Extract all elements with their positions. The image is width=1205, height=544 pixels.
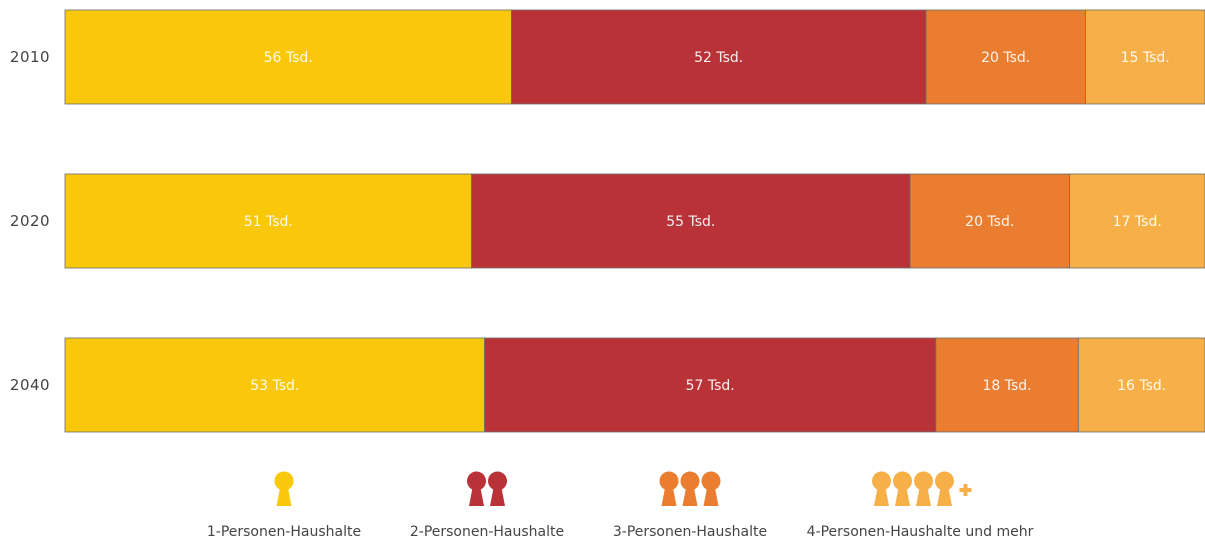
legend-item-4p: 4-Personen-Haushalte und mehr (807, 471, 1034, 540)
bars-layer: 2010 56 Tsd. 52 Tsd. 20 Tsd. 15 Tsd. 2020 51 T… (10, 9, 1205, 433)
bar-row-2020: 2020 51 Tsd. 55 Tsd. 20 Tsd. 17 Tsd. (10, 173, 1205, 269)
data-label-2020-2p: 55 Tsd. (666, 214, 715, 230)
bar-row-2040: 2040 53 Tsd. 57 Tsd. 18 Tsd. 16 Tsd. (10, 337, 1205, 433)
data-label-2010-1p: 56 Tsd. (264, 50, 313, 66)
year-label-2020: 2020 (10, 212, 50, 230)
person-icon (935, 471, 954, 506)
data-label-2020-4p: 17 Tsd. (1113, 214, 1162, 230)
person-icon (701, 471, 721, 506)
bar-segment-2040-2p (484, 337, 937, 433)
data-label-2010-4p: 15 Tsd. (1121, 50, 1170, 66)
legend-label-4p: 4-Personen-Haushalte und mehr (807, 524, 1034, 540)
person-icon (872, 471, 891, 506)
bar-segment-2020-1p (64, 173, 472, 269)
legend-label-2p: 2-Personen-Haushalte (410, 524, 564, 540)
person-icon (274, 471, 294, 506)
data-label-2040-3p: 18 Tsd. (983, 378, 1032, 394)
data-label-2040-1p: 53 Tsd. (250, 378, 299, 394)
data-label-2020-3p: 20 Tsd. (965, 214, 1014, 230)
person-icon (659, 471, 679, 506)
bar-segment-2010-3p (925, 9, 1086, 105)
bar-segment-2020-4p (1069, 173, 1205, 269)
legend: 1-Personen-Haushalte 2-Personen-Haushalte… (207, 471, 1034, 540)
legend-item-3p: 3-Personen-Haushalte (613, 471, 767, 540)
bar-segment-2010-2p (511, 9, 927, 105)
data-label-2040-2p: 57 Tsd. (686, 378, 735, 394)
data-label-2040-4p: 16 Tsd. (1117, 378, 1166, 394)
bar-segment-2040-1p (64, 337, 485, 433)
person-icon (893, 471, 912, 506)
bar-segment-2020-3p (909, 173, 1070, 269)
legend-label-3p: 3-Personen-Haushalte (613, 524, 767, 540)
plus-icon (959, 484, 972, 496)
data-label-2020-1p: 51 Tsd. (244, 214, 293, 230)
legend-item-1p: 1-Personen-Haushalte (207, 471, 361, 540)
person-icon (488, 471, 507, 506)
legend-item-2p: 2-Personen-Haushalte (410, 471, 564, 540)
data-label-2010-2p: 52 Tsd. (694, 50, 743, 66)
bar-row-2010: 2010 56 Tsd. 52 Tsd. 20 Tsd. 15 Tsd. (10, 9, 1205, 105)
data-label-2010-3p: 20 Tsd. (981, 50, 1030, 66)
person-icon (680, 471, 700, 506)
year-label-2010: 2010 (10, 48, 50, 66)
legend-label-1p: 1-Personen-Haushalte (207, 524, 361, 540)
bar-segment-2040-4p (1077, 337, 1205, 433)
person-icon (467, 471, 486, 506)
person-icon (914, 471, 933, 506)
bar-segment-2010-4p (1085, 9, 1205, 105)
year-label-2040: 2040 (10, 376, 50, 394)
bar-segment-2020-2p (471, 173, 911, 269)
bar-segment-2010-1p (64, 9, 512, 105)
